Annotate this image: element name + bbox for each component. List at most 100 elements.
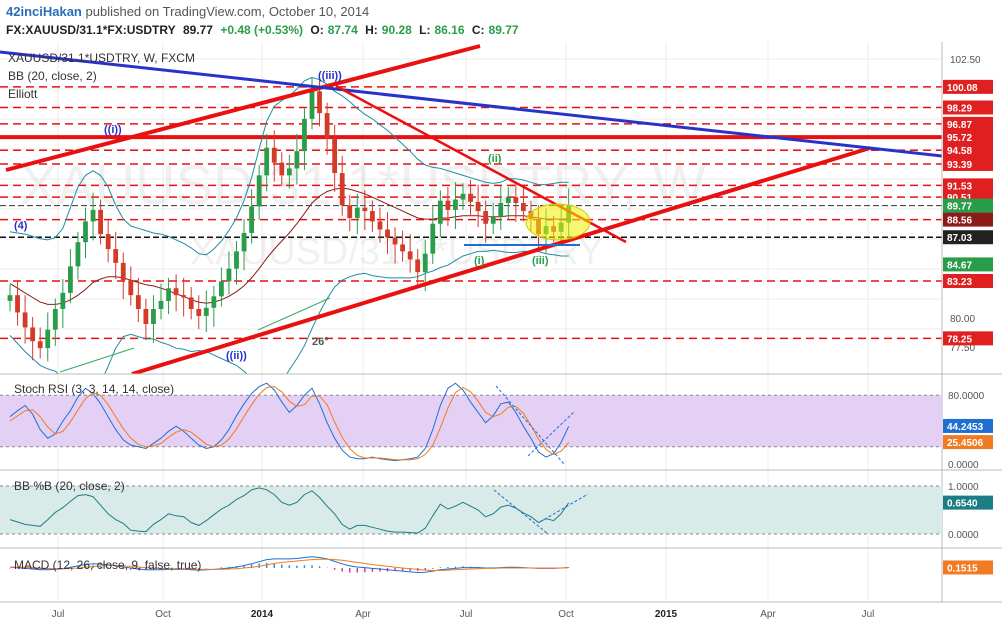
angle-label: 26° <box>312 336 329 348</box>
stoch-band-fill <box>0 395 942 447</box>
elliott-indicator-label: Elliott <box>8 87 38 101</box>
bbp-tag-label: 0.6540 <box>947 499 978 510</box>
time-label: 2014 <box>251 609 274 620</box>
price-tick: 77.50 <box>950 343 975 354</box>
macd-pane[interactable]: 0.1515 <box>0 547 1002 575</box>
candle-body <box>68 266 73 293</box>
stoch-tick: 80.0000 <box>948 391 985 402</box>
macd-tag <box>943 560 993 575</box>
candle-body <box>143 308 149 324</box>
close-value: 89.77 <box>488 23 519 37</box>
candle-body <box>354 207 360 218</box>
macd-line <box>9 556 569 574</box>
price-tick: 102.50 <box>950 55 981 66</box>
stoch-rsi-title: Stoch RSI (3, 3, 14, 14, close) <box>14 382 174 396</box>
candle-body <box>490 216 496 224</box>
stoch-rsi-pane[interactable]: 80.0000 0.0000 44.2453 25.4506 <box>0 373 1002 471</box>
price-tag <box>943 143 993 158</box>
price-tag <box>943 212 993 227</box>
candle-body <box>294 151 300 169</box>
stoch-drawing <box>495 385 565 465</box>
open-value: 87.74 <box>327 23 358 37</box>
price-tag-label: 96.87 <box>947 120 972 131</box>
high-value: 90.28 <box>381 23 412 37</box>
bbp-line <box>9 487 570 534</box>
low-value: 86.16 <box>434 23 465 37</box>
price-tag <box>943 116 993 131</box>
price-tag-label: 87.03 <box>947 233 972 244</box>
candle-body <box>324 113 330 139</box>
stoch-tag-label: 44.2453 <box>947 422 984 433</box>
time-label: Oct <box>155 609 171 620</box>
candle-body <box>422 253 428 273</box>
angle-line <box>257 297 331 331</box>
symbol-name: FX:XAUUSD/31.1*FX:USDTRY <box>6 23 176 37</box>
stoch-tag <box>943 435 993 450</box>
candle-body <box>30 327 36 342</box>
bbp-drawing <box>493 489 549 535</box>
candle-body <box>151 308 156 324</box>
time-axis[interactable]: Jul Oct 2014 Apr Jul Oct 2015 Apr Jul <box>52 609 875 620</box>
price-tag-label: 98.29 <box>947 103 972 114</box>
wave-label: (ii) <box>488 153 502 165</box>
candle-body <box>385 229 390 238</box>
price-tag-label: 88.56 <box>947 216 972 227</box>
chart-area[interactable]: XAUUSD/31.1*USDTRY, W XAUUSD/31.1*USDTRY… <box>0 42 1002 624</box>
candle-body <box>392 237 398 245</box>
stoch-drawing <box>527 411 575 457</box>
candle-body <box>166 288 171 301</box>
candle-body <box>226 268 232 282</box>
price-tag-label: 84.67 <box>947 260 972 271</box>
time-label: Apr <box>760 609 776 620</box>
time-label: Jul <box>460 609 473 620</box>
stoch-k-line <box>9 382 570 462</box>
wave-label: ((iii)) <box>318 70 342 82</box>
candle-body <box>181 295 187 298</box>
candle-body <box>483 211 489 224</box>
candle-body <box>460 193 466 200</box>
candle-body <box>286 168 292 176</box>
macd-tag-label: 0.1515 <box>947 563 978 574</box>
candle-body <box>15 295 20 313</box>
open-label: O: <box>310 23 324 37</box>
candle-body <box>468 193 473 202</box>
candle-body <box>513 197 519 203</box>
wave-label: ((i)) <box>104 124 122 136</box>
bb-percent-b-pane[interactable]: 1.0000 0.0000 0.6540 <box>0 469 1002 541</box>
time-label: 2015 <box>655 609 678 620</box>
publish-line: 42inciHakan published on TradingView.com… <box>6 4 369 19</box>
price-tag-label: 78.25 <box>947 334 972 345</box>
candle-body <box>377 221 383 230</box>
descending-blue-trendline <box>0 50 942 158</box>
candle-body <box>203 307 209 316</box>
price-tag <box>943 230 993 245</box>
candle-body <box>362 207 368 212</box>
stoch-tag-label: 25.4506 <box>947 438 984 449</box>
candle-body <box>128 280 134 296</box>
bb-indicator-label: BB (20, close, 2) <box>8 69 97 83</box>
price-tick: 80.00 <box>950 314 975 325</box>
candle-body <box>445 200 451 210</box>
rising-channel-upper <box>5 44 481 172</box>
candle-body <box>158 300 164 309</box>
candle-body <box>302 118 307 152</box>
last-price: 89.77 <box>182 23 213 37</box>
drawings[interactable] <box>0 44 942 374</box>
candle-body <box>241 232 247 252</box>
author-link[interactable]: 42inciHakan <box>6 4 82 19</box>
candle-body <box>332 138 338 174</box>
stoch-tag <box>943 418 993 433</box>
candle-body <box>453 199 458 210</box>
candle-body <box>7 295 13 301</box>
price-axis-labels: 102.50 80.00 77.50 100.08 98.29 96.87 95.72 94.… <box>943 55 993 354</box>
candle-body <box>196 308 202 316</box>
candle-body <box>234 251 239 269</box>
bbp-band-fill <box>0 486 942 534</box>
price-tag <box>943 130 993 145</box>
price-tag <box>943 198 993 213</box>
candle-body <box>271 147 277 163</box>
time-label: Jul <box>52 609 65 620</box>
price-tag <box>943 79 993 94</box>
price-change: +0.48 (+0.53%) <box>220 23 304 37</box>
bbp-tick: 0.0000 <box>948 530 979 541</box>
